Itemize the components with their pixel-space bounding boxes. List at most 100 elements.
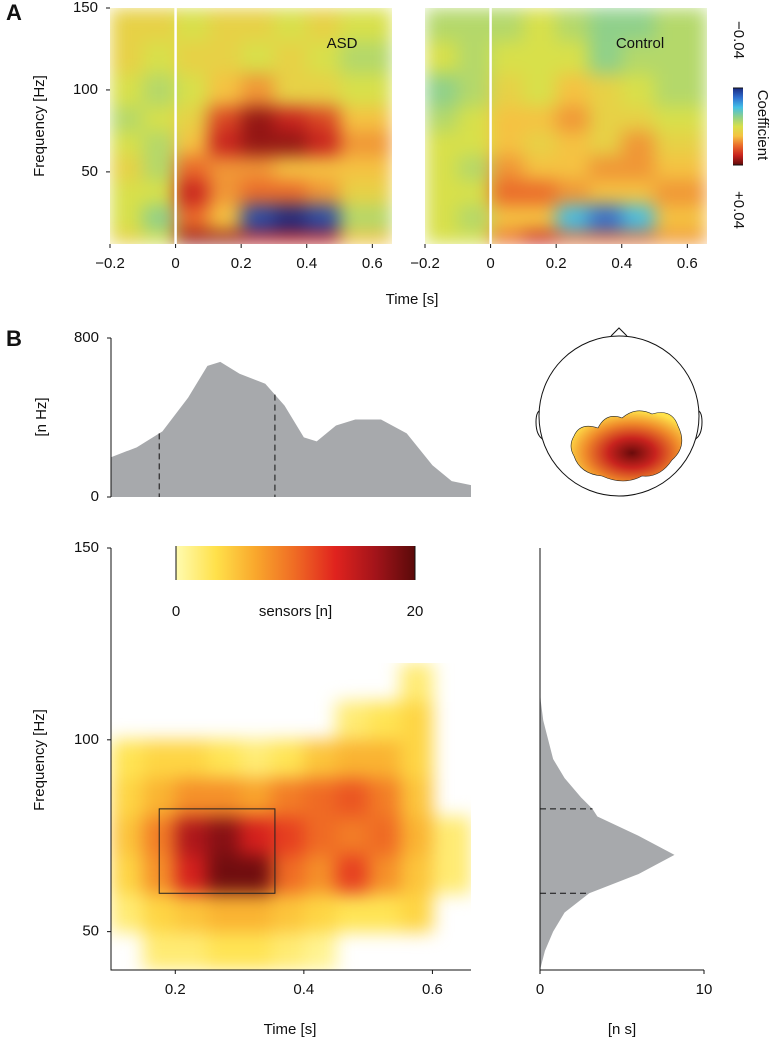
- heatmap-cell: [271, 854, 305, 894]
- heatmap-cell: [142, 40, 177, 75]
- heatmap-cell: [273, 180, 308, 206]
- heatmap-cell: [111, 663, 144, 702]
- x-tick-label: 0: [536, 981, 544, 998]
- y-tick-label: 50: [82, 923, 99, 940]
- heatmap-cell: [110, 155, 144, 181]
- heatmap-cell: [425, 155, 459, 181]
- heatmap-cell: [400, 778, 433, 818]
- heatmap-cell: [208, 230, 242, 244]
- heatmap-cell: [142, 130, 177, 156]
- heatmap-cell: [306, 8, 341, 42]
- heatmap-cell: [457, 8, 492, 42]
- heatmap-cell: [400, 663, 433, 702]
- heatmap-cell: [175, 816, 208, 856]
- heatmap-cell: [142, 106, 177, 132]
- heatmap-cell: [208, 155, 242, 181]
- heatmap-cell: [654, 155, 707, 181]
- heatmap-cell: [271, 739, 305, 779]
- heatmap-cell: [111, 778, 144, 818]
- heatmap-cell: [142, 73, 177, 107]
- y-axis-title: [n Hz]: [33, 397, 50, 436]
- heatmap-cell: [142, 8, 177, 42]
- x-tick-label: 0.2: [546, 255, 567, 272]
- heatmap-cell: [239, 739, 273, 779]
- heatmap-cell: [306, 73, 341, 107]
- heatmap-cell: [654, 130, 707, 156]
- heatmap-cell: [368, 663, 401, 702]
- heatmap-cell: [523, 106, 557, 132]
- colorbar-tick-label: 20: [407, 603, 424, 620]
- heatmap-cells: [111, 663, 471, 970]
- heatmap-cell: [239, 778, 273, 818]
- x-tick-label: −0.2: [95, 255, 125, 272]
- heatmap-cell: [400, 739, 433, 779]
- heatmap-cell: [457, 155, 492, 181]
- heatmap-cell: [240, 663, 273, 702]
- heatmap-cell: [556, 155, 590, 181]
- heatmap-cell: [425, 40, 459, 75]
- heatmap-cell: [425, 230, 459, 244]
- x-tick-label: 0.6: [422, 981, 443, 998]
- heatmap-cell: [175, 106, 209, 132]
- heatmap-cell: [110, 106, 144, 132]
- heatmap-cell: [208, 106, 242, 132]
- heatmap-cell: [588, 8, 623, 42]
- heatmap-cell: [556, 106, 590, 132]
- heatmap-cell: [241, 204, 275, 232]
- heatmap-cell: [425, 73, 459, 107]
- y-tick-label: 150: [74, 539, 99, 556]
- heatmap-cell: [111, 854, 144, 894]
- axis: [110, 548, 471, 971]
- heatmap-cell: [588, 73, 623, 107]
- heatmap-cell: [271, 778, 305, 818]
- annotation: Control: [616, 35, 664, 52]
- heatmap-cell: [303, 816, 337, 856]
- heatmap-cell: [523, 230, 557, 244]
- x-tick-label: 0: [171, 255, 179, 272]
- heatmap-cell: [241, 40, 275, 75]
- heatmap-cell: [239, 893, 273, 933]
- heatmap-cell: [208, 40, 242, 75]
- heatmap-cell: [303, 778, 337, 818]
- colorbar: [733, 88, 743, 165]
- heatmap-cell: [306, 155, 341, 181]
- heatmap-cell: [490, 8, 524, 42]
- heatmap-cell: [273, 106, 308, 132]
- heatmap-cell: [272, 663, 305, 702]
- heatmap-cell: [175, 155, 209, 181]
- heatmap-cell: [425, 204, 459, 232]
- y-axis-title: Frequency [Hz]: [31, 75, 48, 177]
- heatmap-cell: [588, 130, 623, 156]
- heatmap-cell: [490, 40, 524, 75]
- heatmap-cell: [490, 130, 524, 156]
- heatmap-cell: [432, 778, 471, 817]
- y-axis-title: Frequency [Hz]: [31, 709, 48, 811]
- heatmap-cell: [339, 73, 392, 107]
- heatmap-cell: [143, 701, 176, 740]
- heatmap-cell: [336, 854, 369, 894]
- heatmap-cell: [621, 8, 656, 42]
- heatmap-cell: [621, 130, 656, 156]
- heatmap-cell: [457, 230, 492, 244]
- heatmap-cell: [110, 73, 144, 107]
- heatmap-cell: [339, 180, 392, 206]
- heatmap-cell: [175, 854, 208, 894]
- heatmap-cell: [490, 180, 524, 206]
- heatmap-cell: [175, 40, 209, 75]
- heatmap-cell: [621, 106, 656, 132]
- heatmap-cell: [457, 73, 492, 107]
- y-tick-label: 100: [73, 81, 98, 98]
- heatmap-cell: [556, 130, 590, 156]
- heatmap-cell: [432, 854, 471, 894]
- colorbar-tick-label: −0.04: [730, 21, 747, 59]
- heatmap-cell: [368, 816, 401, 856]
- heatmap-cell: [654, 8, 707, 42]
- heatmap-cell: [654, 204, 707, 232]
- heatmap-cell: [207, 854, 241, 894]
- heatmap-cell: [523, 180, 557, 206]
- heatmap-cell: [142, 204, 177, 232]
- heatmap-cell: [175, 8, 209, 42]
- heatmap-cell: [336, 663, 369, 702]
- head-topography: [535, 327, 703, 497]
